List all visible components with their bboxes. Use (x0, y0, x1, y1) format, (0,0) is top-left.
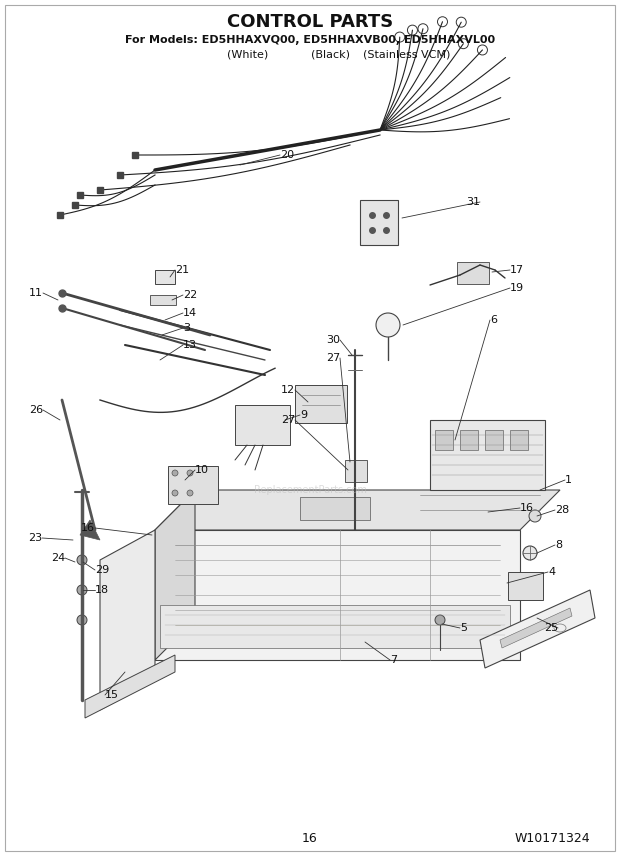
Text: (Black): (Black) (311, 49, 350, 59)
Polygon shape (155, 490, 560, 530)
Text: 8: 8 (555, 540, 562, 550)
Circle shape (435, 615, 445, 625)
Text: 19: 19 (510, 283, 524, 293)
Bar (457, 262, 489, 284)
Text: 4: 4 (548, 567, 555, 577)
Text: 22: 22 (183, 290, 197, 300)
Text: 25: 25 (544, 623, 558, 633)
Text: 15: 15 (105, 690, 119, 700)
Text: 3: 3 (183, 323, 190, 333)
Text: 12: 12 (281, 385, 295, 395)
Bar (345, 460, 367, 482)
Circle shape (376, 313, 400, 337)
Polygon shape (155, 490, 195, 660)
Text: 17: 17 (510, 265, 524, 275)
Circle shape (172, 490, 178, 496)
Text: 16: 16 (520, 503, 534, 513)
Circle shape (187, 490, 193, 496)
Text: 14: 14 (183, 308, 197, 318)
Bar (295, 385, 347, 423)
Text: 24: 24 (51, 553, 65, 563)
Polygon shape (300, 497, 370, 520)
Text: 16: 16 (302, 831, 318, 845)
Text: 16: 16 (81, 523, 95, 533)
Polygon shape (80, 520, 100, 540)
Text: (White): (White) (228, 49, 268, 59)
Bar (460, 430, 478, 450)
Polygon shape (100, 530, 155, 710)
Text: 5: 5 (460, 623, 467, 633)
Text: 27: 27 (281, 415, 295, 425)
Bar (435, 430, 453, 450)
Circle shape (77, 585, 87, 595)
Circle shape (77, 615, 87, 625)
Bar (235, 405, 290, 445)
Polygon shape (155, 530, 520, 660)
Polygon shape (500, 608, 572, 648)
Text: 21: 21 (175, 265, 189, 275)
Circle shape (529, 510, 541, 522)
Text: 30: 30 (326, 335, 340, 345)
Polygon shape (160, 605, 510, 648)
Polygon shape (85, 655, 175, 718)
Bar (485, 430, 503, 450)
Bar (168, 466, 218, 504)
Circle shape (187, 470, 193, 476)
Bar (360, 200, 398, 245)
Text: For Models: ED5HHAXVQ00, ED5HHAXVB00, ED5HHAXVL00: For Models: ED5HHAXVQ00, ED5HHAXVB00, ED… (125, 35, 495, 45)
Text: 29: 29 (95, 565, 109, 575)
Text: (Stainless VCM): (Stainless VCM) (363, 49, 451, 59)
Text: 7: 7 (390, 655, 397, 665)
Text: 18: 18 (95, 585, 109, 595)
Bar (155, 270, 175, 284)
Text: 26: 26 (29, 405, 43, 415)
Text: 28: 28 (555, 505, 569, 515)
Text: CONTROL PARTS: CONTROL PARTS (227, 13, 393, 31)
Text: ReplacementParts.com: ReplacementParts.com (254, 485, 366, 495)
Text: 27: 27 (326, 353, 340, 363)
Text: 23: 23 (28, 533, 42, 543)
Text: 10: 10 (195, 465, 209, 475)
Text: 13: 13 (183, 340, 197, 350)
Text: W10171324: W10171324 (515, 831, 590, 845)
Polygon shape (430, 420, 545, 490)
Polygon shape (480, 590, 595, 668)
Circle shape (523, 546, 537, 560)
Circle shape (172, 470, 178, 476)
Text: 11: 11 (29, 288, 43, 298)
Bar (508, 572, 543, 600)
Circle shape (77, 555, 87, 565)
Text: 31: 31 (466, 197, 480, 207)
Text: 6: 6 (490, 315, 497, 325)
Text: 1: 1 (565, 475, 572, 485)
Text: 9: 9 (300, 410, 307, 420)
Text: 20: 20 (280, 150, 294, 160)
Bar (510, 430, 528, 450)
Bar (150, 295, 176, 305)
